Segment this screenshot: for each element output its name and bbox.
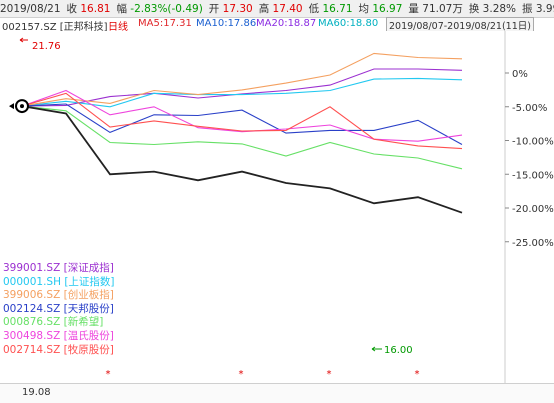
legend-item-4[interactable]: 000876.SZ [新希望]	[3, 316, 104, 329]
ma20-label: MA20:18.87	[256, 18, 317, 29]
quote-change: 幅 -2.83%(-0.49)	[116, 3, 203, 15]
series-line-0[interactable]	[21, 68, 463, 107]
star-marker-icon: *	[239, 369, 244, 380]
y-tick-label: -5.00%	[512, 103, 547, 114]
series-line-4[interactable]	[21, 105, 463, 170]
high-arrow-icon	[19, 37, 28, 43]
x-axis-bar: 19.08	[0, 383, 554, 403]
quote-open: 开 17.30	[208, 3, 253, 15]
y-tick-label: -15.00%	[512, 170, 554, 181]
start-marker-inner	[20, 104, 24, 109]
series-line-3[interactable]	[21, 103, 463, 145]
start-left-arrow-icon	[9, 103, 14, 110]
y-tick-label: 0%	[512, 69, 528, 80]
quote-amount: 量 71.07万	[408, 3, 463, 15]
chart-series	[21, 52, 463, 214]
ma60-label: MA60:18.80	[318, 18, 379, 29]
series-line-6[interactable]	[21, 92, 463, 150]
legend-item-2[interactable]: 399006.SZ [创业板指]	[3, 289, 114, 302]
y-tick-label: -20.00%	[512, 204, 554, 215]
legend-item-6[interactable]: 002714.SZ [牧原股份]	[3, 343, 114, 356]
low-arrow-icon	[371, 346, 382, 352]
y-axis: 0% -5.00% -10.00% -15.00% -20.00% -25.00%	[505, 69, 554, 249]
quote-bar: 2019/08/21 收 16.81 幅 -2.83%(-0.49) 开 17.…	[0, 0, 554, 18]
quote-amplitude: 振 3.99%	[522, 3, 554, 15]
low-annotation: 16.00	[384, 345, 413, 356]
security-bar: 002157.SZ [正邦科技] 日线 MA5:17.31 MA10:17.86…	[0, 17, 554, 31]
quote-turnover: 换 3.28%	[468, 3, 517, 15]
series-line-7[interactable]	[21, 105, 463, 214]
star-marker-icon: *	[327, 369, 332, 380]
ma5-label: MA5:17.31	[138, 18, 192, 29]
star-marker-icon: *	[106, 369, 111, 380]
series-line-5[interactable]	[21, 89, 463, 142]
ma10-label: MA10:17.86	[196, 18, 257, 29]
security-name[interactable]: 002157.SZ [正邦科技]	[2, 22, 108, 31]
legend-item-0[interactable]: 399001.SZ [深证成指]	[3, 262, 114, 274]
quote-low: 低 16.71	[308, 3, 353, 15]
star-marker-icon: *	[415, 369, 420, 380]
x-start-label: 19.08	[22, 387, 51, 398]
legend-item-3[interactable]: 002124.SZ [天邦股份]	[3, 302, 114, 315]
chart-annotations: 21.76 16.00 * * * *	[9, 37, 420, 380]
y-tick-label: -25.00%	[512, 238, 554, 249]
legend-item-1[interactable]: 000001.SH [上证指数]	[3, 275, 115, 288]
period-label[interactable]: 日线	[108, 22, 128, 31]
y-tick-label: -10.00%	[512, 137, 554, 148]
high-annotation: 21.76	[32, 41, 61, 52]
legend-item-5[interactable]: 300498.SZ [温氏股份]	[3, 329, 114, 342]
series-line-1[interactable]	[21, 77, 463, 108]
comparison-chart: 0% -5.00% -10.00% -15.00% -20.00% -25.00% 21.…	[9, 31, 554, 383]
series-line-2[interactable]	[21, 52, 463, 107]
quote-high: 高 17.40	[258, 3, 303, 15]
legend: 399001.SZ [深证成指] 000001.SH [上证指数] 399006.S…	[3, 262, 115, 357]
date-range-box[interactable]: 2019/08/07-2019/08/21(11日)	[386, 17, 534, 31]
quote-date: 2019/08/21	[0, 2, 61, 15]
quote-avg: 均 16.97	[358, 3, 403, 15]
quote-close: 收 16.81	[66, 3, 111, 15]
